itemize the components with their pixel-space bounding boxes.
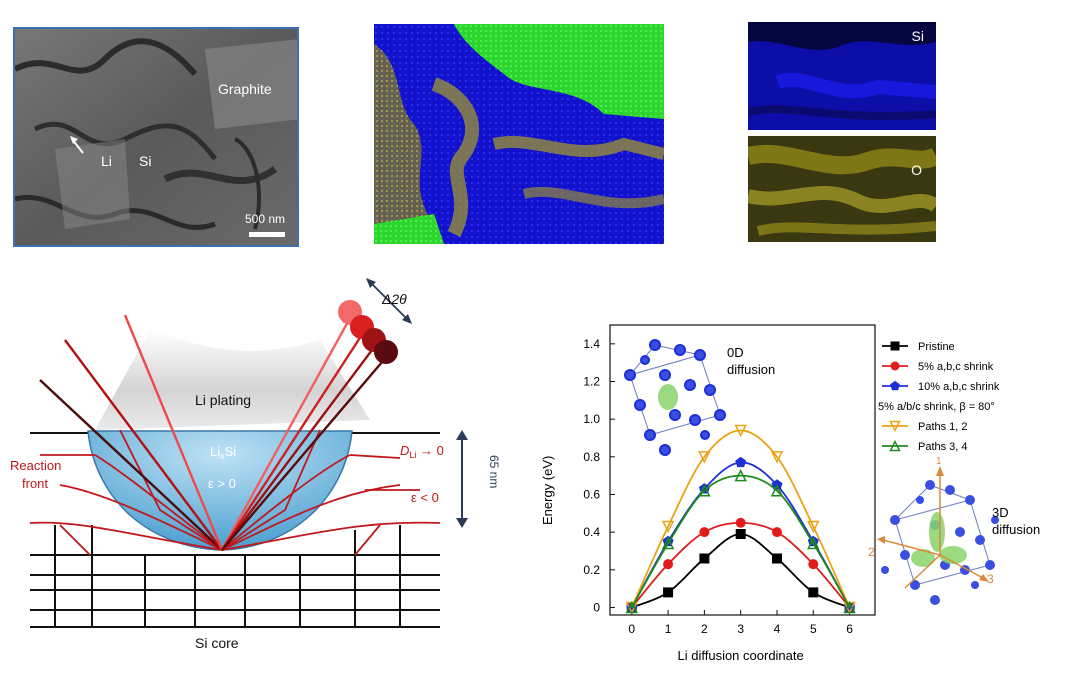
data-point: [735, 517, 746, 528]
data-point: [890, 380, 900, 391]
eps-positive-label: ε > 0: [208, 476, 236, 491]
data-point: [808, 587, 819, 598]
data-point: [661, 520, 675, 534]
data-point: [699, 527, 710, 538]
data-point: [889, 420, 901, 433]
data-point: [663, 559, 674, 570]
3d-label-2: diffusion: [992, 522, 1040, 537]
delta-2theta-label: Δ2θ: [381, 291, 407, 307]
diffraction-spot: [374, 340, 398, 364]
series-line: [630, 429, 851, 608]
sem-image-panel: Graphite Li Si 500 nm: [13, 27, 299, 247]
y-axis-label: Energy (eV): [540, 456, 555, 525]
chart-series: [625, 424, 856, 615]
y-tick-label: 1.0: [583, 412, 600, 426]
y-tick-label: 0.6: [583, 487, 600, 501]
data-point: [735, 529, 746, 540]
reaction-front-label-1: Reaction: [10, 458, 61, 473]
x-tick-label: 4: [774, 622, 781, 636]
x-tick-label: 1: [665, 622, 672, 636]
lixsi-label: LixSi: [210, 444, 236, 461]
o-map: O: [748, 136, 936, 242]
axis-1-label: 1: [936, 456, 942, 467]
li-plating-label: Li plating: [195, 392, 251, 408]
data-point: [735, 456, 747, 468]
data-point: [808, 559, 819, 570]
data-point: [770, 484, 784, 497]
legend-group-title: 5% a/b/c shrink, β = 80°: [878, 401, 995, 413]
data-point: [807, 536, 820, 550]
depth-label: 65 nm: [487, 455, 501, 488]
y-tick-label: 0.8: [583, 450, 600, 464]
0d-diffusion-inset: [624, 339, 726, 456]
lithiation-schematic: Δ2θ Li plating LixSi ε > 0 ε < 0 DLi → 0…: [10, 278, 501, 651]
0d-label-1: 0D: [727, 345, 744, 360]
data-point: [663, 587, 674, 598]
legend-label: 10% a,b,c shrink: [918, 381, 1000, 393]
data-point: [889, 439, 901, 452]
x-tick-label: 0: [628, 622, 635, 636]
x-tick-label: 5: [810, 622, 817, 636]
0d-label-2: diffusion: [727, 362, 775, 377]
reaction-front-label-2: front: [22, 476, 48, 491]
data-point: [734, 424, 747, 438]
scale-bar-label: 500 nm: [245, 212, 286, 226]
eds-composite-map: [374, 24, 664, 244]
sem-texture: [15, 29, 297, 245]
data-point: [625, 600, 638, 614]
series-5-a-b-c-shrink: [626, 517, 855, 613]
si-map-label: Si: [911, 28, 924, 44]
si-label: Si: [139, 153, 152, 169]
x-tick-label: 3: [737, 622, 744, 636]
y-tick-label: 1.4: [583, 337, 600, 351]
chart-legend: Pristine 5% a,b,c shrink 10% a,b,c shrink 5…: [878, 341, 1000, 453]
data-point: [771, 527, 782, 538]
series-line: [630, 474, 851, 608]
graphite-label: Graphite: [218, 81, 272, 97]
3d-label-1: 3D: [992, 505, 1009, 520]
data-point: [771, 553, 782, 564]
data-point: [699, 553, 710, 564]
legend-label: Paths 1, 2: [918, 421, 968, 433]
series-paths-3-4: [625, 468, 856, 614]
plot-frame: [609, 324, 876, 616]
axis-3-label: 3: [987, 572, 994, 586]
y-tick-label: 1.2: [583, 374, 600, 388]
eps-negative-label: ε < 0: [411, 490, 439, 505]
data-point: [770, 451, 784, 464]
y-tick-label: 0.2: [583, 563, 600, 577]
data-point: [807, 520, 820, 534]
y-tick-label: 0.4: [583, 525, 600, 539]
y-tick-label: 0: [593, 600, 600, 614]
data-point: [890, 361, 900, 371]
x-tick-label: 2: [701, 622, 708, 636]
legend-label: 5% a,b,c shrink: [918, 361, 994, 373]
data-point: [734, 468, 747, 482]
dli-label: DLi → 0: [400, 443, 444, 460]
3d-diffusion-inset: [877, 466, 999, 605]
delta-2theta-arrow: [369, 281, 409, 321]
data-point: [698, 484, 711, 497]
si-map: Si: [748, 22, 936, 130]
data-point: [890, 341, 900, 351]
si-lattice-grid: [30, 525, 440, 628]
x-axis-label: Li diffusion coordinate: [678, 648, 804, 663]
data-point: [698, 451, 711, 464]
data-point: [843, 600, 856, 614]
o-map-label: O: [911, 162, 922, 178]
legend-label: Paths 3, 4: [918, 441, 968, 453]
si-core-label: Si core: [195, 635, 239, 651]
energy-chart: 0 1 2 3 4 5 6 0 0.2 0.4 0.6 0.8 1.0 1.2 1.4 Li diffusi…: [540, 324, 1040, 663]
li-label: Li: [101, 153, 112, 169]
legend-label: Pristine: [918, 341, 955, 353]
xray-beams: [39, 314, 389, 551]
axis-2-label: 2: [868, 545, 875, 559]
chart-axes: 0 1 2 3 4 5 6 0 0.2 0.4 0.6 0.8 1.0 1.2 1.4: [583, 324, 876, 636]
data-point: [661, 536, 675, 550]
x-tick-label: 6: [846, 622, 853, 636]
